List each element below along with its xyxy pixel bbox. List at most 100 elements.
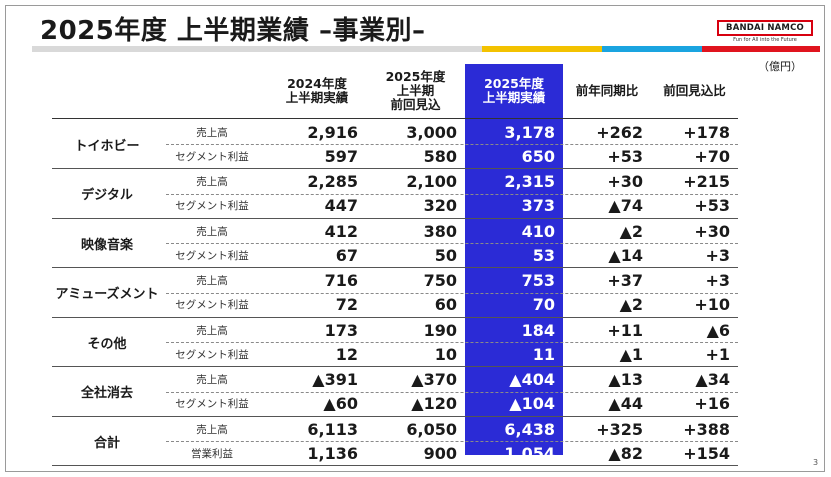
value-vs-forecast: +154 [683,443,730,463]
col-header-vs-forecast: 前回見込比 [651,64,738,118]
value-2025-forecast: 6,050 [406,419,457,439]
row-label: セグメント利益 [175,200,249,212]
value-2025-forecast: 190 [423,320,457,340]
value-2025-actual: 373 [521,196,555,215]
segment-divider [52,168,738,169]
row-label: 売上高 [196,374,228,386]
value-yoy: ▲2 [619,221,643,241]
value-2025-actual: 650 [521,146,555,166]
col-header-line: 上半期 [396,83,435,98]
segment-name: その他 [87,336,127,352]
value-2025-forecast: 10 [434,344,457,364]
value-vs-forecast: +16 [694,394,730,413]
title-stripe-red [702,46,820,52]
value-vs-forecast: +388 [683,419,730,439]
segment-name: 全社消去 [80,386,133,401]
value-2025-forecast: 50 [434,245,457,265]
segment-divider [52,217,738,219]
value-2024-actual: 2,285 [307,172,358,191]
value-vs-forecast: +178 [683,122,730,142]
col-header-yoy: 前年同期比 [563,64,651,118]
value-yoy: ▲44 [608,394,643,413]
logo-brand: BANDAI NAMCO [717,20,813,36]
value-vs-forecast: +215 [683,172,730,191]
row-label: 売上高 [196,275,228,287]
value-2025-forecast: 580 [423,146,457,166]
col-header-line: 2025年度 [385,69,446,84]
segment-divider [52,267,738,268]
value-2025-forecast: 320 [423,196,457,215]
segment-name: 合計 [93,435,120,451]
value-yoy: ▲2 [619,295,643,314]
segment-name: トイホビー [74,138,140,154]
value-2025-forecast: 900 [423,443,457,463]
value-2025-actual: 1,054 [504,443,555,463]
logo-tagline: Fun for All into the Future [733,37,797,43]
company-logo: BANDAI NAMCO Fun for All into the Future [717,20,813,43]
value-yoy: ▲1 [619,344,643,364]
value-2025-actual: 70 [532,295,555,314]
row-label: セグメント利益 [175,398,249,410]
highlight-column-band [465,118,563,455]
value-vs-forecast: +30 [694,221,730,241]
col-header-2025-h1-forecast: 2025年度 上半期 前回見込 [366,64,465,118]
row-label: セグメント利益 [175,299,249,311]
col-header-line: 2025年度 [484,76,544,91]
value-2024-actual: 67 [335,245,358,265]
row-label: セグメント利益 [175,249,249,262]
value-yoy: +37 [607,271,643,290]
value-2025-actual: 410 [521,221,555,241]
value-2025-actual: 3,178 [504,122,555,142]
value-2024-actual: 12 [335,344,358,364]
value-yoy: +11 [607,320,643,340]
value-2025-actual: 753 [521,271,555,290]
value-vs-forecast: +70 [694,146,730,166]
value-yoy: +30 [607,172,643,191]
value-vs-forecast: ▲34 [695,370,730,389]
value-vs-forecast: +53 [694,196,730,215]
col-header-text: 2025年度 上半期実績 [483,77,546,105]
value-2025-forecast: ▲370 [411,370,457,389]
value-yoy: +262 [596,122,643,142]
row-divider-dashed [166,243,738,244]
unit-label: （億円） [758,60,802,73]
row-divider-dashed [166,391,738,393]
row-label: セグメント利益 [175,348,249,361]
value-2025-actual: ▲104 [509,394,555,413]
value-2025-forecast: ▲120 [411,394,457,413]
value-2025-forecast: 380 [423,221,457,241]
page-number: 3 [813,458,819,467]
col-header-text: 2024年度 上半期実績 [286,77,349,105]
row-label: 売上高 [196,423,228,436]
col-header-2025-h1-actual: 2025年度 上半期実績 [465,64,563,118]
value-2024-actual: 716 [324,271,358,290]
segment-divider [52,415,738,417]
value-yoy: ▲13 [608,370,643,389]
value-2024-actual: 6,113 [307,419,358,439]
value-2025-forecast: 3,000 [406,122,457,142]
col-header-line: 前回見込 [390,97,441,112]
row-label: 売上高 [196,324,228,337]
value-2025-actual: 2,315 [504,172,555,191]
row-label: 売上高 [196,126,228,139]
value-2025-actual: 184 [521,320,555,340]
value-2025-forecast: 750 [423,271,457,290]
segment-divider [52,316,738,318]
value-vs-forecast: +3 [705,271,730,290]
segment-name: 映像音楽 [80,237,133,253]
header-divider [52,118,738,119]
col-header-text: 前回見込比 [663,84,726,98]
col-header-text: 2025年度 上半期 前回見込 [386,70,446,112]
value-2024-actual: ▲391 [312,370,358,389]
value-2025-actual: 11 [532,344,555,364]
value-2025-actual: 6,438 [504,419,555,439]
row-divider-dashed [166,441,738,442]
page-title: 2025年度 上半期業績 –事業別– [40,16,426,46]
col-header-line: 前年同期比 [575,83,639,98]
slide-frame [5,5,825,472]
title-stripe-yellow [482,46,602,52]
value-yoy: +325 [596,419,643,439]
segment-name: アミューズメント [55,287,159,302]
value-2024-actual: 597 [324,146,358,166]
title-stripe-blue [602,46,702,52]
